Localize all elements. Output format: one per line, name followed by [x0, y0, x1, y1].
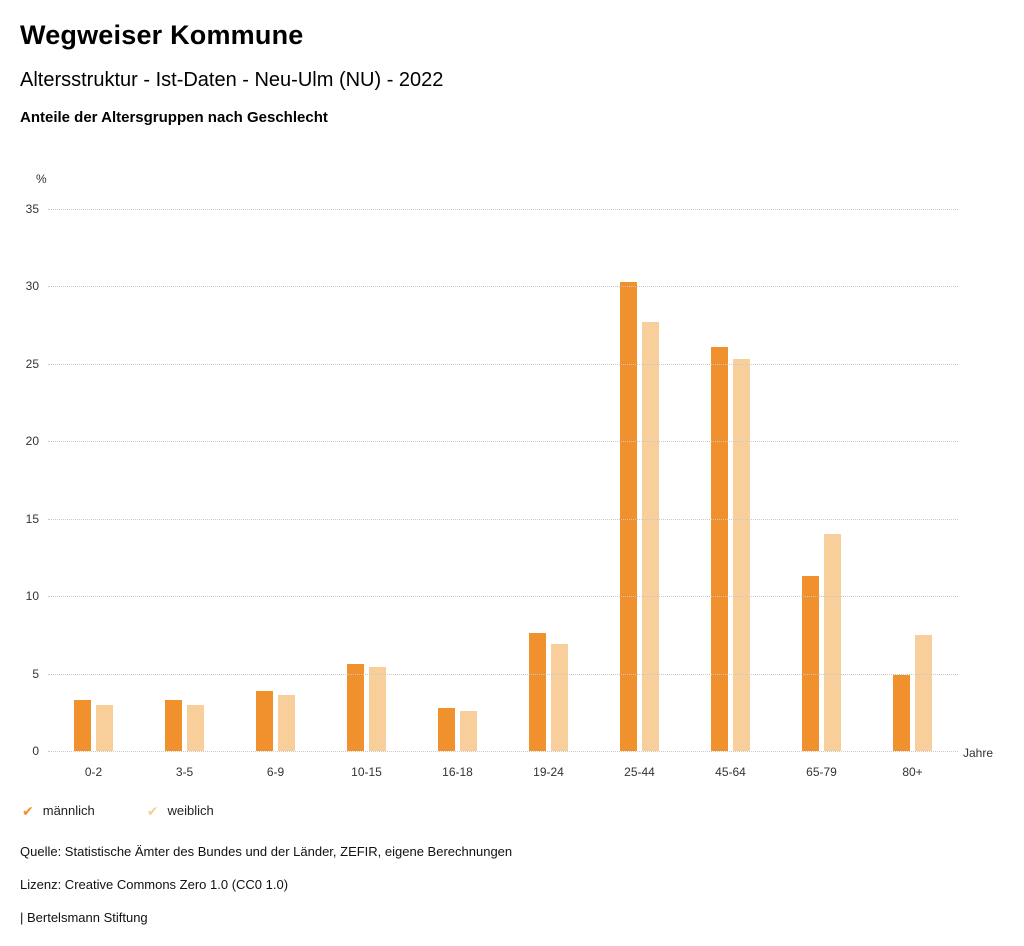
bar-group-6-9: [230, 209, 321, 751]
license-note: Lizenz: Creative Commons Zero 1.0 (CC0 1…: [20, 877, 289, 892]
chart-footer: Quelle: Statistische Ämter des Bundes un…: [20, 844, 512, 943]
bar-group-65-79: [776, 209, 867, 751]
x-tick-label-3-5: 3-5: [175, 765, 194, 779]
bar-männlich-6-9[interactable]: [256, 690, 273, 751]
bar-group-19-24: [503, 209, 594, 751]
bar-group-25-44: [594, 209, 685, 751]
gridline-0: [48, 751, 958, 752]
bar-weiblich-10-15[interactable]: [369, 667, 386, 751]
legend-label-männlich: männlich: [42, 803, 95, 818]
x-tick-label-19-24: 19-24: [533, 765, 564, 779]
bar-männlich-10-15[interactable]: [347, 664, 364, 751]
chart-measure-title: Anteile der Altersgruppen nach Geschlech…: [20, 109, 328, 126]
bar-group-10-15: [321, 209, 412, 751]
bar-männlich-3-5[interactable]: [165, 699, 182, 751]
gridline-30: [48, 286, 958, 288]
checkmark-icon: ✔: [146, 802, 159, 819]
gridline-25: [48, 363, 958, 365]
gridline-15: [48, 518, 958, 520]
bar-weiblich-0-2[interactable]: [96, 704, 113, 751]
bar-group-16-18: [412, 209, 503, 751]
legend-item-männlich[interactable]: ✔ männlich: [22, 803, 95, 818]
y-tick-label-15: 15: [25, 511, 39, 526]
bar-weiblich-16-18[interactable]: [460, 710, 477, 751]
chart-header: Wegweiser Kommune Altersstruktur - Ist-D…: [20, 20, 443, 126]
bar-weiblich-19-24[interactable]: [551, 644, 568, 751]
bar-weiblich-3-5[interactable]: [187, 704, 204, 751]
bar-group-3-5: [139, 209, 230, 751]
bar-männlich-25-44[interactable]: [620, 281, 637, 751]
y-tick-label-5: 5: [32, 666, 39, 681]
bar-weiblich-45-64[interactable]: [733, 359, 750, 751]
bar-weiblich-25-44[interactable]: [642, 322, 659, 751]
x-tick-label-16-18: 16-18: [442, 765, 473, 779]
checkmark-icon: ✔: [22, 802, 34, 819]
y-tick-label-20: 20: [25, 434, 39, 449]
x-tick-label-25-44: 25-44: [624, 765, 655, 779]
legend-label-weiblich: weiblich: [167, 803, 214, 818]
y-axis-unit-label: %: [36, 172, 47, 186]
x-axis-unit-label: Jahre: [963, 746, 994, 760]
gridline-10: [48, 596, 958, 598]
y-tick-label-0: 0: [32, 744, 39, 758]
bar-group-80+: [867, 209, 958, 751]
bar-weiblich-80+[interactable]: [915, 634, 932, 751]
chart-legend: ✔ männlich ✔ weiblich: [22, 803, 214, 818]
x-tick-label-10-15: 10-15: [351, 765, 382, 779]
legend-item-weiblich[interactable]: ✔ weiblich: [147, 803, 214, 818]
x-tick-label-80+: 80+: [902, 765, 923, 779]
x-tick-label-0-2: 0-2: [84, 765, 103, 779]
bar-männlich-45-64[interactable]: [711, 346, 728, 751]
x-axis-tick-labels: 0-2 3-5 6-9 10-15 16-18 19-24 25-44 45-64 65-79 8…: [48, 765, 958, 779]
x-tick-label-6-9: 6-9: [266, 765, 285, 779]
bar-weiblich-65-79[interactable]: [824, 534, 841, 751]
bar-chart-plot-area: 0 5 10 15 20 25 30 35: [26, 202, 958, 758]
bar-männlich-65-79[interactable]: [802, 576, 819, 751]
y-tick-label-10: 10: [25, 589, 39, 604]
bar-männlich-80+[interactable]: [893, 675, 910, 751]
gridline-35: [48, 209, 958, 210]
gridline-5: [48, 673, 958, 675]
x-tick-label-45-64: 45-64: [715, 765, 746, 779]
bar-group-0-2: [48, 209, 139, 751]
bar-männlich-16-18[interactable]: [438, 707, 455, 751]
bar-männlich-0-2[interactable]: [74, 699, 91, 751]
y-tick-label-25: 25: [25, 356, 39, 371]
bar-weiblich-6-9[interactable]: [278, 695, 295, 751]
gridline-20: [48, 441, 958, 443]
page-title: Wegweiser Kommune: [20, 20, 304, 50]
y-tick-label-30: 30: [25, 279, 39, 294]
bar-männlich-19-24[interactable]: [529, 633, 546, 751]
bar-group-45-64: [685, 209, 776, 751]
source-note: Quelle: Statistische Ämter des Bundes un…: [20, 844, 513, 859]
y-tick-label-35: 35: [25, 202, 39, 216]
chart-subtitle: Altersstruktur - Ist-Daten - Neu-Ulm (NU…: [20, 69, 444, 91]
attribution-note: | Bertelsmann Stiftung: [20, 910, 148, 925]
x-tick-label-65-79: 65-79: [806, 765, 837, 779]
bar-groups: [48, 209, 958, 751]
